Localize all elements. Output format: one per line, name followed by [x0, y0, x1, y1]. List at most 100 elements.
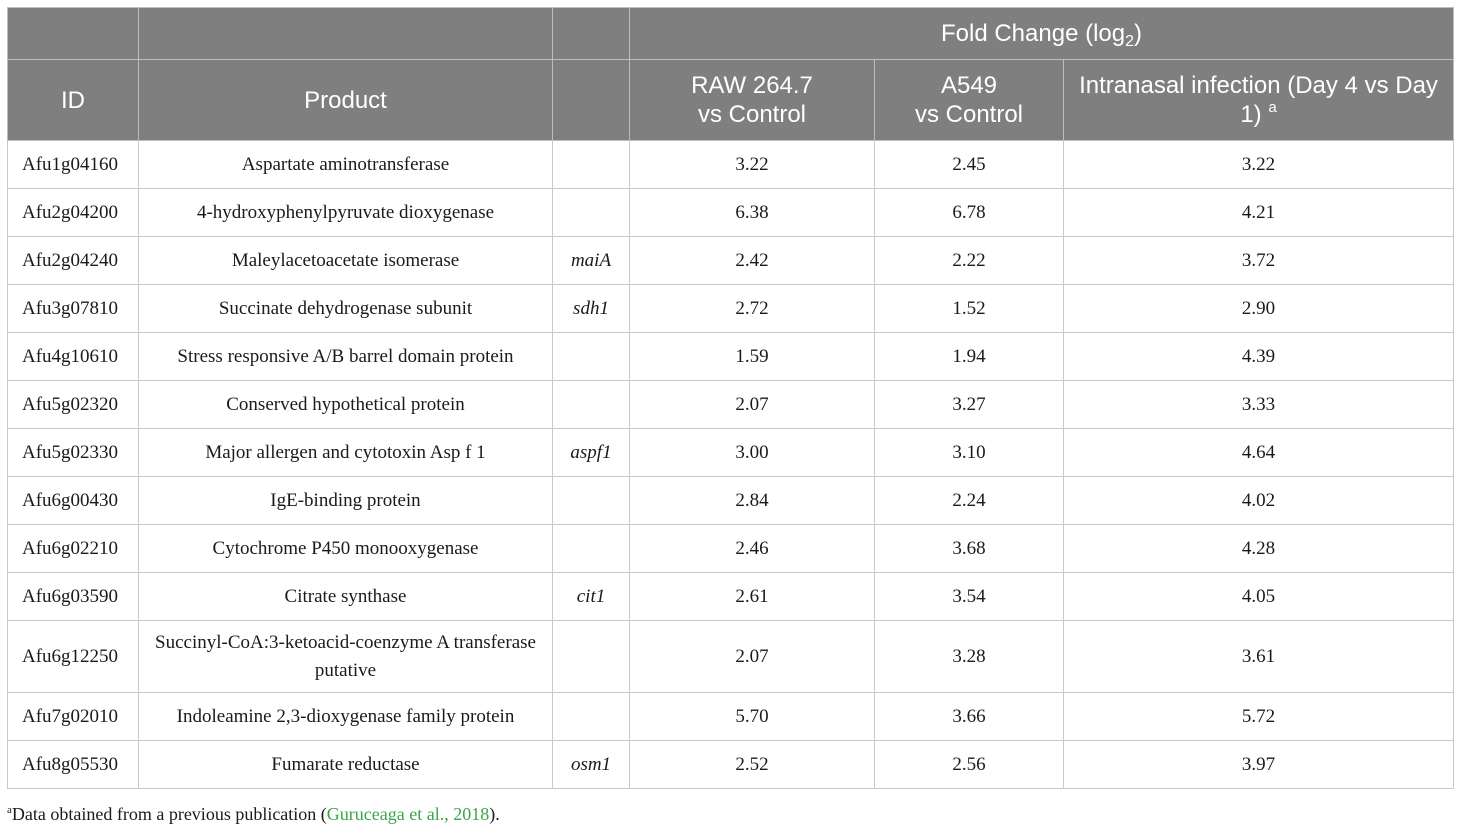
cell-intranasal: 5.72	[1062, 692, 1455, 741]
cell-a549-vs-control: 3.66	[874, 692, 1064, 741]
cell-gene	[552, 524, 630, 573]
gene-expression-table: Fold Change (log2) ID Product RAW 264.7 v…	[7, 7, 1455, 789]
cell-id: Afu4g10610	[7, 332, 139, 381]
cell-a549-vs-control: 2.56	[874, 740, 1064, 789]
cell-raw-vs-control: 3.22	[629, 140, 875, 189]
cell-intranasal: 4.05	[1062, 572, 1455, 621]
header-row-group: Fold Change (log2)	[7, 7, 1455, 60]
footnote-citation-link[interactable]: Guruceaga et al., 2018	[326, 804, 490, 824]
cell-id: Afu8g05530	[7, 740, 139, 789]
cell-raw-vs-control: 2.46	[629, 524, 875, 573]
cell-gene: sdh1	[552, 284, 630, 333]
header-product: Product	[138, 59, 553, 141]
table-row: Afu5g02320 Conserved hypothetical protein…	[7, 380, 1455, 429]
table-row: Afu7g02010 Indoleamine 2,3-dioxygenase fa…	[7, 692, 1455, 741]
cell-intranasal: 4.21	[1062, 188, 1455, 237]
header-blank-gene	[552, 7, 630, 60]
header-row-columns: ID Product RAW 264.7 vs Control A549 vs Co…	[7, 59, 1455, 141]
cell-product: IgE-binding protein	[138, 476, 553, 525]
gene-expression-table-container: Fold Change (log2) ID Product RAW 264.7 v…	[7, 7, 1455, 789]
cell-gene	[552, 140, 630, 189]
header-gene	[552, 59, 630, 141]
header-raw-line2: vs Control	[697, 101, 807, 128]
table-row: Afu3g07810 Succinate dehydrogenase subuni…	[7, 284, 1455, 333]
cell-id: Afu6g03590	[7, 572, 139, 621]
cell-a549-vs-control: 2.22	[874, 236, 1064, 285]
cell-product: Aspartate aminotransferase	[138, 140, 553, 189]
cell-product: Succinate dehydrogenase subunit	[138, 284, 553, 333]
footnote-suffix: ).	[489, 804, 500, 824]
cell-gene	[552, 692, 630, 741]
table-row: Afu6g12250 Succinyl-CoA:3-ketoacid-coenzy…	[7, 620, 1455, 693]
cell-intranasal: 3.22	[1062, 140, 1455, 189]
cell-intranasal: 3.61	[1062, 620, 1455, 693]
cell-product: Conserved hypothetical protein	[138, 380, 553, 429]
cell-intranasal: 4.39	[1062, 332, 1455, 381]
cell-id: Afu1g04160	[7, 140, 139, 189]
cell-product: Maleylacetoacetate isomerase	[138, 236, 553, 285]
cell-product: Indoleamine 2,3-dioxygenase family prote…	[138, 692, 553, 741]
header-fold-change: Fold Change (log2)	[628, 7, 1455, 60]
cell-raw-vs-control: 6.38	[629, 188, 875, 237]
header-a549: A549 vs Control	[874, 59, 1064, 141]
table-row: Afu1g04160 Aspartate aminotransferase 3.22…	[7, 140, 1455, 189]
table-row: Afu8g05530 Fumarate reductase osm1 2.52 2.56…	[7, 740, 1455, 789]
cell-raw-vs-control: 2.84	[629, 476, 875, 525]
cell-gene: aspf1	[552, 428, 630, 477]
cell-raw-vs-control: 3.00	[629, 428, 875, 477]
table-row: Afu2g04200 4-hydroxyphenylpyruvate dioxyg…	[7, 188, 1455, 237]
cell-raw-vs-control: 1.59	[629, 332, 875, 381]
table-row: Afu5g02330 Major allergen and cytotoxin A…	[7, 428, 1455, 477]
cell-id: Afu5g02330	[7, 428, 139, 477]
footnote-text: Data obtained from a previous publicatio…	[11, 804, 327, 824]
fold-change-prefix: Fold Change (log	[940, 20, 1126, 47]
table-header: Fold Change (log2) ID Product RAW 264.7 v…	[7, 7, 1455, 141]
cell-id: Afu6g12250	[7, 620, 139, 693]
table-body: Afu1g04160 Aspartate aminotransferase 3.22…	[7, 140, 1455, 789]
header-intranasal-label: Intranasal infection (Day 4 vs Day 1)	[1079, 72, 1438, 128]
cell-intranasal: 3.33	[1062, 380, 1455, 429]
cell-product: Stress responsive A/B barrel domain prot…	[138, 332, 553, 381]
table-row: Afu2g04240 Maleylacetoacetate isomerase ma…	[7, 236, 1455, 285]
cell-product: Succinyl-CoA:3-ketoacid-coenzyme A trans…	[138, 620, 553, 693]
footnote-marker: a	[7, 804, 12, 816]
cell-a549-vs-control: 1.52	[874, 284, 1064, 333]
cell-a549-vs-control: 2.45	[874, 140, 1064, 189]
header-a549-line2: vs Control	[914, 101, 1024, 128]
cell-product: Fumarate reductase	[138, 740, 553, 789]
header-a549-line1: A549	[940, 72, 998, 99]
cell-raw-vs-control: 2.52	[629, 740, 875, 789]
table-footnote: aData obtained from a previous publicati…	[7, 804, 500, 825]
cell-product: Cytochrome P450 monooxygenase	[138, 524, 553, 573]
cell-gene: maiA	[552, 236, 630, 285]
header-id: ID	[7, 59, 139, 141]
cell-id: Afu3g07810	[7, 284, 139, 333]
cell-a549-vs-control: 3.27	[874, 380, 1064, 429]
cell-gene: osm1	[552, 740, 630, 789]
cell-raw-vs-control: 2.61	[629, 572, 875, 621]
header-raw-line1: RAW 264.7	[691, 72, 813, 99]
cell-raw-vs-control: 2.07	[629, 380, 875, 429]
header-blank-id	[7, 7, 139, 60]
cell-a549-vs-control: 6.78	[874, 188, 1064, 237]
table-row: Afu4g10610 Stress responsive A/B barrel d…	[7, 332, 1455, 381]
cell-intranasal: 4.28	[1062, 524, 1455, 573]
table-row: Afu6g00430 IgE-binding protein 2.84 2.24 4.0…	[7, 476, 1455, 525]
cell-intranasal: 4.02	[1062, 476, 1455, 525]
cell-product: 4-hydroxyphenylpyruvate dioxygenase	[138, 188, 553, 237]
cell-a549-vs-control: 1.94	[874, 332, 1064, 381]
fold-change-suffix: )	[1134, 20, 1143, 47]
cell-id: Afu2g04200	[7, 188, 139, 237]
cell-raw-vs-control: 5.70	[629, 692, 875, 741]
cell-id: Afu6g00430	[7, 476, 139, 525]
cell-gene	[552, 332, 630, 381]
cell-gene	[552, 476, 630, 525]
header-intranasal: Intranasal infection (Day 4 vs Day 1) a	[1062, 59, 1455, 141]
cell-intranasal: 2.90	[1062, 284, 1455, 333]
header-raw: RAW 264.7 vs Control	[629, 59, 875, 141]
table-row: Afu6g02210 Cytochrome P450 monooxygenase 2…	[7, 524, 1455, 573]
cell-product: Major allergen and cytotoxin Asp f 1	[138, 428, 553, 477]
cell-id: Afu5g02320	[7, 380, 139, 429]
cell-a549-vs-control: 2.24	[874, 476, 1064, 525]
cell-intranasal: 3.97	[1062, 740, 1455, 789]
